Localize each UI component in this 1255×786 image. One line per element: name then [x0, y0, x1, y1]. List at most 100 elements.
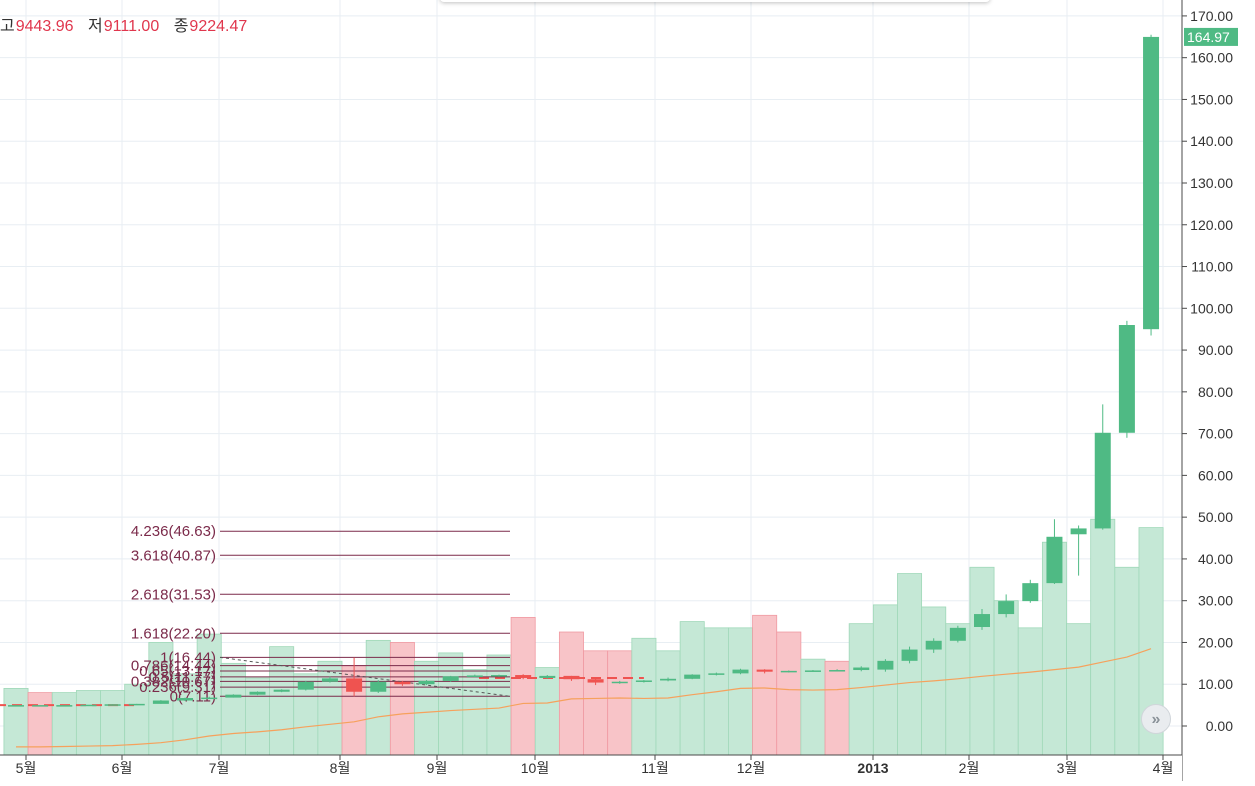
candle-body	[418, 680, 435, 685]
time-axis-label: 5월	[16, 760, 37, 776]
candle-body	[80, 704, 97, 707]
close-value: 9224.47	[189, 18, 248, 35]
volume-bar	[655, 650, 681, 756]
candle-body	[1094, 432, 1111, 529]
volume-bar	[728, 627, 753, 756]
candle-body	[804, 670, 821, 672]
candle-body	[1046, 536, 1063, 584]
scroll-to-realtime-button[interactable]: »	[1141, 704, 1171, 734]
volume-bar	[945, 623, 971, 756]
time-axis-label: 10월	[521, 760, 549, 776]
candle	[563, 675, 580, 681]
volume-bar	[679, 621, 705, 756]
volume-bar	[510, 616, 536, 756]
candle-body	[466, 675, 483, 677]
volume-bar	[872, 604, 898, 756]
candle	[974, 609, 990, 630]
candle-body	[442, 676, 459, 681]
volume-bar	[631, 637, 657, 756]
candle	[466, 674, 483, 678]
price-axis-tick-label: 90.00	[1198, 342, 1233, 358]
price-axis-tick-label: 40.00	[1198, 551, 1233, 567]
candle	[273, 689, 290, 693]
price-axis-tick-label: 10.00	[1198, 676, 1233, 692]
volume-bar	[124, 683, 150, 756]
candle-body	[708, 673, 725, 675]
candle-body	[925, 640, 942, 650]
volume-bar	[462, 669, 488, 756]
top-toolbar-panel	[440, 0, 990, 2]
fib-level-label: 2.618(31.53)	[131, 586, 216, 603]
volume-bar	[269, 646, 295, 756]
price-axis-tick-label: 60.00	[1198, 467, 1233, 483]
candle	[418, 680, 435, 686]
time-axis-label: 12월	[737, 760, 765, 776]
fib-trend-line	[219, 656, 511, 697]
last-price-tag-label: 164.97	[1187, 29, 1230, 45]
volume-bar	[848, 623, 874, 756]
candle-body	[660, 678, 677, 681]
candle	[346, 657, 363, 697]
candle	[442, 675, 459, 682]
fib-level-label: 4.236(46.63)	[131, 523, 216, 540]
candle	[708, 672, 725, 676]
candle	[635, 680, 652, 683]
candle	[80, 704, 97, 707]
price-axis-tick-label: 0.00	[1206, 718, 1233, 734]
candle-body	[853, 667, 870, 671]
volume-bar	[969, 566, 995, 756]
candle	[998, 594, 1015, 618]
volume-bar	[317, 660, 343, 756]
candle	[321, 676, 338, 683]
candle	[901, 646, 918, 664]
volume-bar	[245, 677, 270, 756]
time-axis: 5월 6월 7월 8월 9월 10월 11월 12월 2013 2월 3월 4월	[0, 754, 1182, 781]
price-axis-tick-label: 130.00	[1190, 175, 1233, 191]
candle-body	[635, 680, 652, 682]
candle	[829, 669, 846, 672]
candle	[128, 703, 145, 706]
candle	[780, 670, 797, 673]
candle	[949, 625, 966, 643]
volume-bar	[993, 600, 1019, 756]
price-axis-tick-label: 120.00	[1190, 217, 1233, 233]
candle	[611, 680, 628, 684]
volume-bar	[1114, 566, 1140, 756]
volume-bar	[100, 690, 126, 756]
candle	[32, 705, 49, 707]
candle-body	[756, 669, 773, 672]
candle	[177, 697, 194, 701]
low-value: 9111.00	[103, 18, 160, 35]
price-axis: 170.00 160.00 150.00 140.00 130.00 120.00 110.…	[1181, 0, 1255, 781]
volume-bar	[534, 667, 560, 756]
candle	[8, 705, 24, 707]
candle	[1143, 34, 1160, 336]
candle-body	[201, 697, 218, 700]
price-axis-tick-label: 70.00	[1198, 426, 1233, 442]
volume-bar	[486, 654, 512, 756]
candle	[491, 674, 507, 677]
candle-body	[56, 705, 73, 707]
time-axis-label: 6월	[112, 760, 133, 776]
candle-body	[515, 675, 532, 678]
candle	[804, 670, 821, 672]
volume-bar	[776, 631, 802, 756]
volume-series	[3, 518, 1164, 756]
volume-bar	[824, 660, 850, 756]
time-axis-label: 9월	[427, 760, 448, 776]
fib-level-label: 1.618(22.20)	[131, 625, 216, 642]
candle-body	[321, 678, 338, 682]
volume-bar	[3, 688, 29, 756]
fib-level-label: 0.65(13.17)	[139, 663, 216, 680]
candle-body	[177, 698, 194, 701]
close-label: 종	[173, 18, 189, 35]
candle	[394, 680, 411, 686]
candle-body	[394, 681, 411, 685]
volume-bar	[1066, 623, 1092, 756]
candle-body	[152, 700, 169, 704]
candle-body	[370, 681, 387, 692]
candle-body	[611, 681, 628, 684]
volume-bar	[75, 690, 101, 756]
